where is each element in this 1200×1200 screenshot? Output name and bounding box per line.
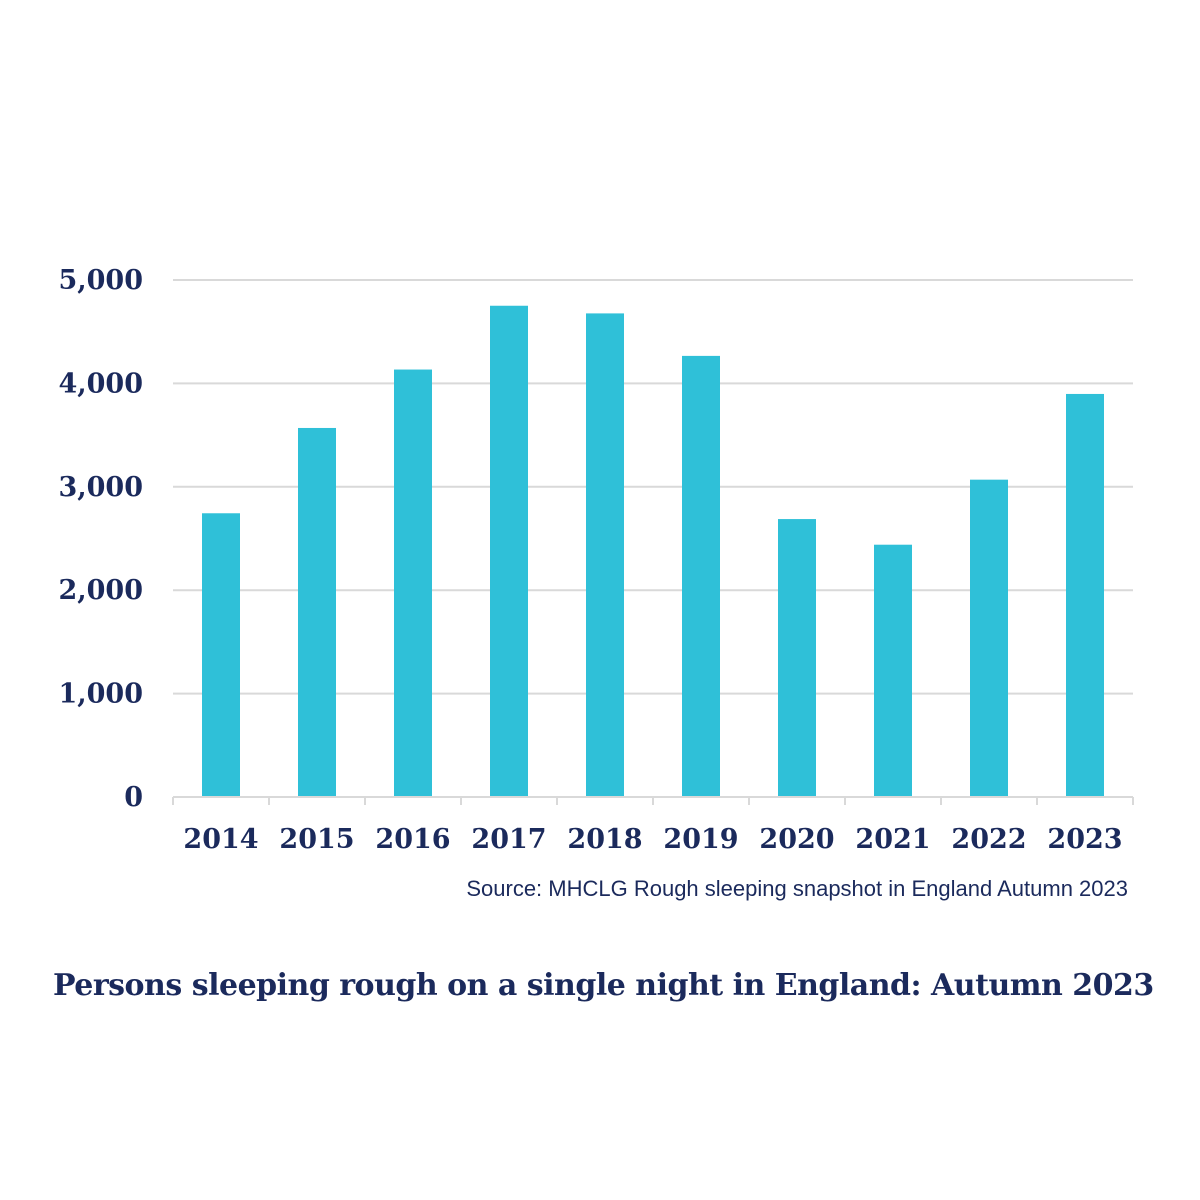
bar-2018 <box>586 313 624 797</box>
y-tick-label: 4,000 <box>58 368 143 399</box>
bars <box>202 305 1104 797</box>
y-tick-label: 0 <box>124 782 143 813</box>
x-tick-label: 2018 <box>567 824 642 855</box>
y-tick-label: 2,000 <box>58 575 143 606</box>
x-tick-label: 2017 <box>471 824 546 855</box>
bar-2014 <box>202 513 240 797</box>
bar-2016 <box>394 369 432 797</box>
y-axis-labels: 0 1,000 2,000 3,000 4,000 5,000 <box>58 265 143 813</box>
y-tick-label: 1,000 <box>58 679 143 710</box>
bar-2021 <box>874 544 912 797</box>
x-tick-label: 2015 <box>279 824 354 855</box>
bar-2019 <box>682 355 720 797</box>
x-axis-labels: 2014 2015 2016 2017 2018 2019 2020 2021 2022 2023 <box>183 824 1122 855</box>
x-tick-label: 2021 <box>855 824 930 855</box>
x-tick-label: 2022 <box>951 824 1026 855</box>
chart-source: Source: MHCLG Rough sleeping snapshot in… <box>466 876 1128 901</box>
bar-2022 <box>970 479 1008 797</box>
chart-title: Persons sleeping rough on a single night… <box>53 968 1154 1003</box>
bar-2015 <box>298 427 336 797</box>
x-tick-label: 2016 <box>375 824 450 855</box>
y-tick-label: 5,000 <box>58 265 143 296</box>
x-tick-label: 2014 <box>183 824 258 855</box>
x-tick-label: 2019 <box>663 824 738 855</box>
bar-2020 <box>778 519 816 797</box>
y-tick-label: 3,000 <box>58 472 143 503</box>
x-tick-label: 2020 <box>759 824 834 855</box>
bar-2017 <box>490 305 528 797</box>
x-tick-label: 2023 <box>1047 824 1122 855</box>
x-axis <box>172 796 1134 805</box>
bar-2023 <box>1066 393 1104 797</box>
